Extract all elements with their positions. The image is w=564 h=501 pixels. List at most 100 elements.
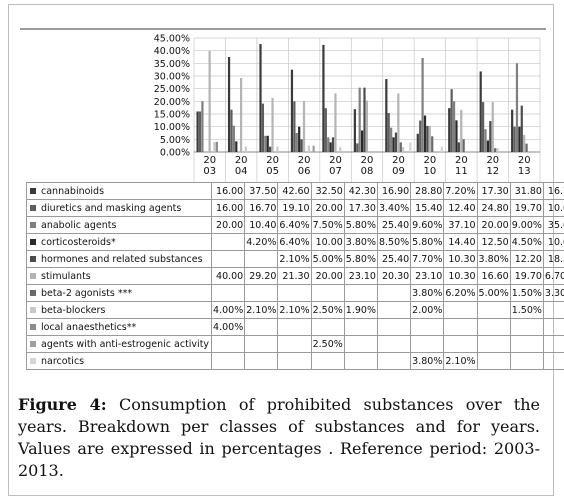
value-cell: 2.10% bbox=[244, 301, 279, 319]
bar bbox=[416, 133, 419, 152]
x-tick-label: 12 bbox=[486, 166, 499, 177]
value-cell: 23.10 bbox=[410, 267, 445, 285]
value-cell: 37.50 bbox=[244, 182, 279, 200]
value-cell: 12.20 bbox=[509, 250, 544, 268]
x-tick-label: 13 bbox=[518, 166, 531, 177]
bar bbox=[356, 143, 359, 152]
value-cell: 42.60 bbox=[277, 182, 312, 200]
bar bbox=[486, 140, 490, 152]
series-name: cannabinoids bbox=[41, 185, 105, 197]
value-cell bbox=[443, 301, 478, 319]
value-cell: 15.40 bbox=[410, 199, 445, 217]
series-label-cell: beta-blockers bbox=[25, 301, 213, 319]
value-cell: 20.30 bbox=[376, 267, 412, 285]
value-cell bbox=[476, 301, 511, 319]
series-label-cell: narcotics bbox=[25, 352, 213, 370]
value-cell: 5.80% bbox=[410, 233, 445, 251]
series-name: diuretics and masking agents bbox=[41, 202, 182, 214]
bar-chart: 0.00% 5.00% 10.00%15.00% 20.00% 25.00%30.00%… bbox=[154, 34, 541, 182]
value-cell bbox=[443, 335, 478, 353]
x-tick-label: 08 bbox=[361, 166, 374, 177]
bar bbox=[448, 108, 451, 152]
series-name: anabolic agents bbox=[41, 219, 117, 231]
series-label-cell: cannabinoids bbox=[25, 182, 213, 200]
value-cell: 17.30 bbox=[343, 199, 378, 217]
bar bbox=[298, 126, 301, 152]
value-cell bbox=[443, 318, 478, 336]
value-cell bbox=[244, 335, 279, 353]
series-name: beta-blockers bbox=[41, 304, 106, 316]
value-cell: 16.00 bbox=[211, 182, 246, 200]
table-row: cannabinoids 16.00 37.50 42.60 32.50 42.30 16.… bbox=[25, 182, 564, 200]
bar bbox=[363, 87, 366, 152]
series-name: agents with anti-estrogenic activity bbox=[41, 338, 210, 350]
value-cell: 16.00 bbox=[211, 199, 246, 217]
value-cell bbox=[476, 335, 511, 353]
bar bbox=[322, 44, 325, 153]
value-cell: 16.90 bbox=[376, 182, 412, 200]
bar bbox=[290, 69, 294, 152]
x-tick-label: 20 bbox=[203, 155, 216, 166]
bar bbox=[518, 126, 521, 152]
value-cell: 37.10 bbox=[443, 216, 478, 234]
value-cell: 18.30 bbox=[542, 250, 564, 268]
value-cell: 19.70 bbox=[509, 199, 544, 217]
y-tick-label: 40.00% bbox=[154, 46, 190, 57]
bar bbox=[358, 87, 361, 152]
value-cell: 2.10% bbox=[277, 301, 312, 319]
legend-swatch bbox=[30, 341, 36, 347]
y-tick-label: 15.00% bbox=[154, 110, 190, 121]
value-cell: 3.80% bbox=[476, 250, 511, 268]
x-tick-label: 20 bbox=[392, 155, 405, 166]
value-cell: 10.00 bbox=[542, 199, 564, 217]
series-name: narcotics bbox=[41, 355, 85, 367]
table-row: agents with anti-estrogenic activity 2.50… bbox=[25, 335, 564, 353]
value-cell: 31.80 bbox=[509, 182, 544, 200]
x-tick-label: 06 bbox=[298, 166, 311, 177]
bar bbox=[431, 136, 434, 152]
value-cell bbox=[542, 352, 564, 370]
table-row: local anaesthetics** 4.00% bbox=[25, 318, 564, 336]
bar bbox=[399, 142, 402, 152]
bar bbox=[198, 111, 202, 152]
value-cell bbox=[244, 250, 279, 268]
value-cell bbox=[343, 335, 378, 353]
value-cell: 3.30% bbox=[542, 284, 564, 302]
bar bbox=[496, 148, 499, 152]
value-cell: 2.10% bbox=[443, 352, 478, 370]
value-cell: 19.70 bbox=[509, 267, 544, 285]
value-cell bbox=[244, 284, 279, 302]
value-cell: 5.80% bbox=[343, 216, 378, 234]
value-cell bbox=[376, 301, 412, 319]
value-cell bbox=[211, 284, 246, 302]
value-cell bbox=[277, 284, 312, 302]
value-cell bbox=[542, 301, 564, 319]
y-tick-label: 35.00% bbox=[154, 59, 190, 70]
y-tick-label: 5.00% bbox=[160, 135, 190, 146]
x-tick-label: 20 bbox=[424, 155, 437, 166]
value-cell bbox=[410, 318, 445, 336]
value-cell: 20.00 bbox=[476, 216, 511, 234]
series-name: stimulants bbox=[41, 270, 91, 282]
value-cell: 20.00 bbox=[211, 216, 246, 234]
value-cell: 17.30 bbox=[476, 182, 511, 200]
value-cell bbox=[509, 335, 544, 353]
bar bbox=[394, 132, 398, 152]
series-label-cell: local anaesthetics** bbox=[25, 318, 213, 336]
value-cell bbox=[343, 318, 378, 336]
bar bbox=[244, 146, 247, 152]
bar bbox=[307, 145, 310, 152]
bar bbox=[232, 125, 235, 152]
value-cell: 7.20% bbox=[443, 182, 478, 200]
value-cell: 2.50% bbox=[310, 301, 345, 319]
bar bbox=[365, 100, 369, 152]
table-row: beta-blockers 4.00% 2.10% 2.10% 2.50% 1.90% 2.… bbox=[25, 301, 564, 319]
bar bbox=[494, 148, 497, 152]
bar bbox=[489, 121, 492, 152]
bar bbox=[269, 146, 272, 152]
value-cell: 3.80% bbox=[410, 284, 445, 302]
x-tick-label: 20 bbox=[455, 155, 468, 166]
legend-swatch bbox=[30, 239, 36, 245]
value-cell: 4.50% bbox=[509, 233, 544, 251]
value-cell: 2.50% bbox=[310, 335, 345, 353]
